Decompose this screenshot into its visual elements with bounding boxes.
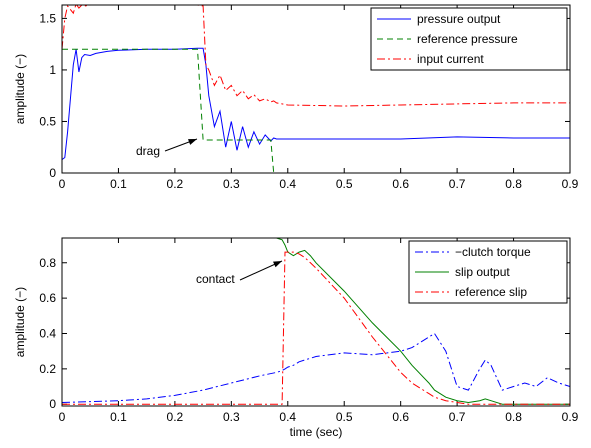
- y-tick-label: 0: [49, 397, 56, 411]
- data-line: [62, 332, 570, 403]
- annotation: drag: [136, 144, 160, 158]
- x-axis-label: time (sec): [290, 425, 343, 439]
- x-tick-label: 0: [59, 177, 66, 191]
- x-tick-label: 0.6: [392, 410, 409, 424]
- legend: −clutch torque slip output reference slip: [408, 240, 568, 304]
- y-tick-label: 0.6: [39, 291, 56, 305]
- data-line: [62, 47, 570, 160]
- y-tick-label: 0.2: [39, 362, 56, 376]
- x-tick-label: 0.2: [167, 410, 184, 424]
- x-tick-label: 0.6: [392, 177, 409, 191]
- arrow-head: [188, 139, 197, 145]
- legend-label: −clutch torque: [455, 245, 531, 259]
- y-axis-label: amplitude (−): [13, 54, 27, 124]
- x-tick-label: 0.3: [223, 410, 240, 424]
- x-tick-label: 0.8: [505, 177, 522, 191]
- x-tick-label: 0.7: [449, 410, 466, 424]
- x-tick-label: 0.8: [505, 410, 522, 424]
- y-tick-label: 0.8: [39, 256, 56, 270]
- y-tick-label: 0.4: [39, 326, 56, 340]
- subplot: 0 0.1 0.2 0.3 0.4 0.5 0.6 0.7 0.8 0.9 0 0.5 1 1.5 ampl…: [13, 4, 579, 191]
- x-tick-label: 0.3: [223, 177, 240, 191]
- legend-label: slip output: [455, 265, 510, 279]
- y-tick-label: 1.5: [39, 11, 56, 25]
- data-line: [271, 238, 570, 405]
- x-tick-label: 0.1: [110, 410, 127, 424]
- x-tick-label: 0.7: [449, 177, 466, 191]
- axes-frame: [61, 4, 571, 174]
- data-line: [62, 251, 570, 405]
- x-tick-label: 0.5: [336, 410, 353, 424]
- legend-box: [370, 7, 568, 71]
- legend-label: pressure output: [417, 12, 501, 26]
- y-axis-label: amplitude (−): [13, 287, 27, 357]
- y-tick-label: 0.5: [39, 114, 56, 128]
- y-tick-label: 1: [49, 63, 56, 77]
- legend: pressure output reference pressure input c…: [370, 7, 568, 71]
- legend-label: reference slip: [455, 285, 527, 299]
- x-tick-label: 0.9: [562, 177, 579, 191]
- annotation: contact: [196, 272, 235, 286]
- legend-label: input current: [417, 52, 484, 66]
- x-tick-label: 0.5: [336, 177, 353, 191]
- x-tick-label: 0.4: [279, 410, 296, 424]
- axes-frame: [61, 237, 571, 407]
- arrow-head: [273, 261, 282, 268]
- x-tick-label: 0.4: [279, 177, 296, 191]
- data-line: [62, 5, 570, 107]
- x-tick-label: 0.9: [562, 410, 579, 424]
- legend-label: reference pressure: [417, 32, 518, 46]
- x-tick-label: 0.1: [110, 177, 127, 191]
- subplot: 0 0.1 0.2 0.3 0.4 0.5 0.6 0.7 0.8 0.9 0 0.2 0.4 0.6 0.…: [13, 237, 579, 439]
- y-tick-label: 0: [49, 166, 56, 180]
- x-tick-label: 0: [59, 410, 66, 424]
- x-tick-label: 0.2: [167, 177, 184, 191]
